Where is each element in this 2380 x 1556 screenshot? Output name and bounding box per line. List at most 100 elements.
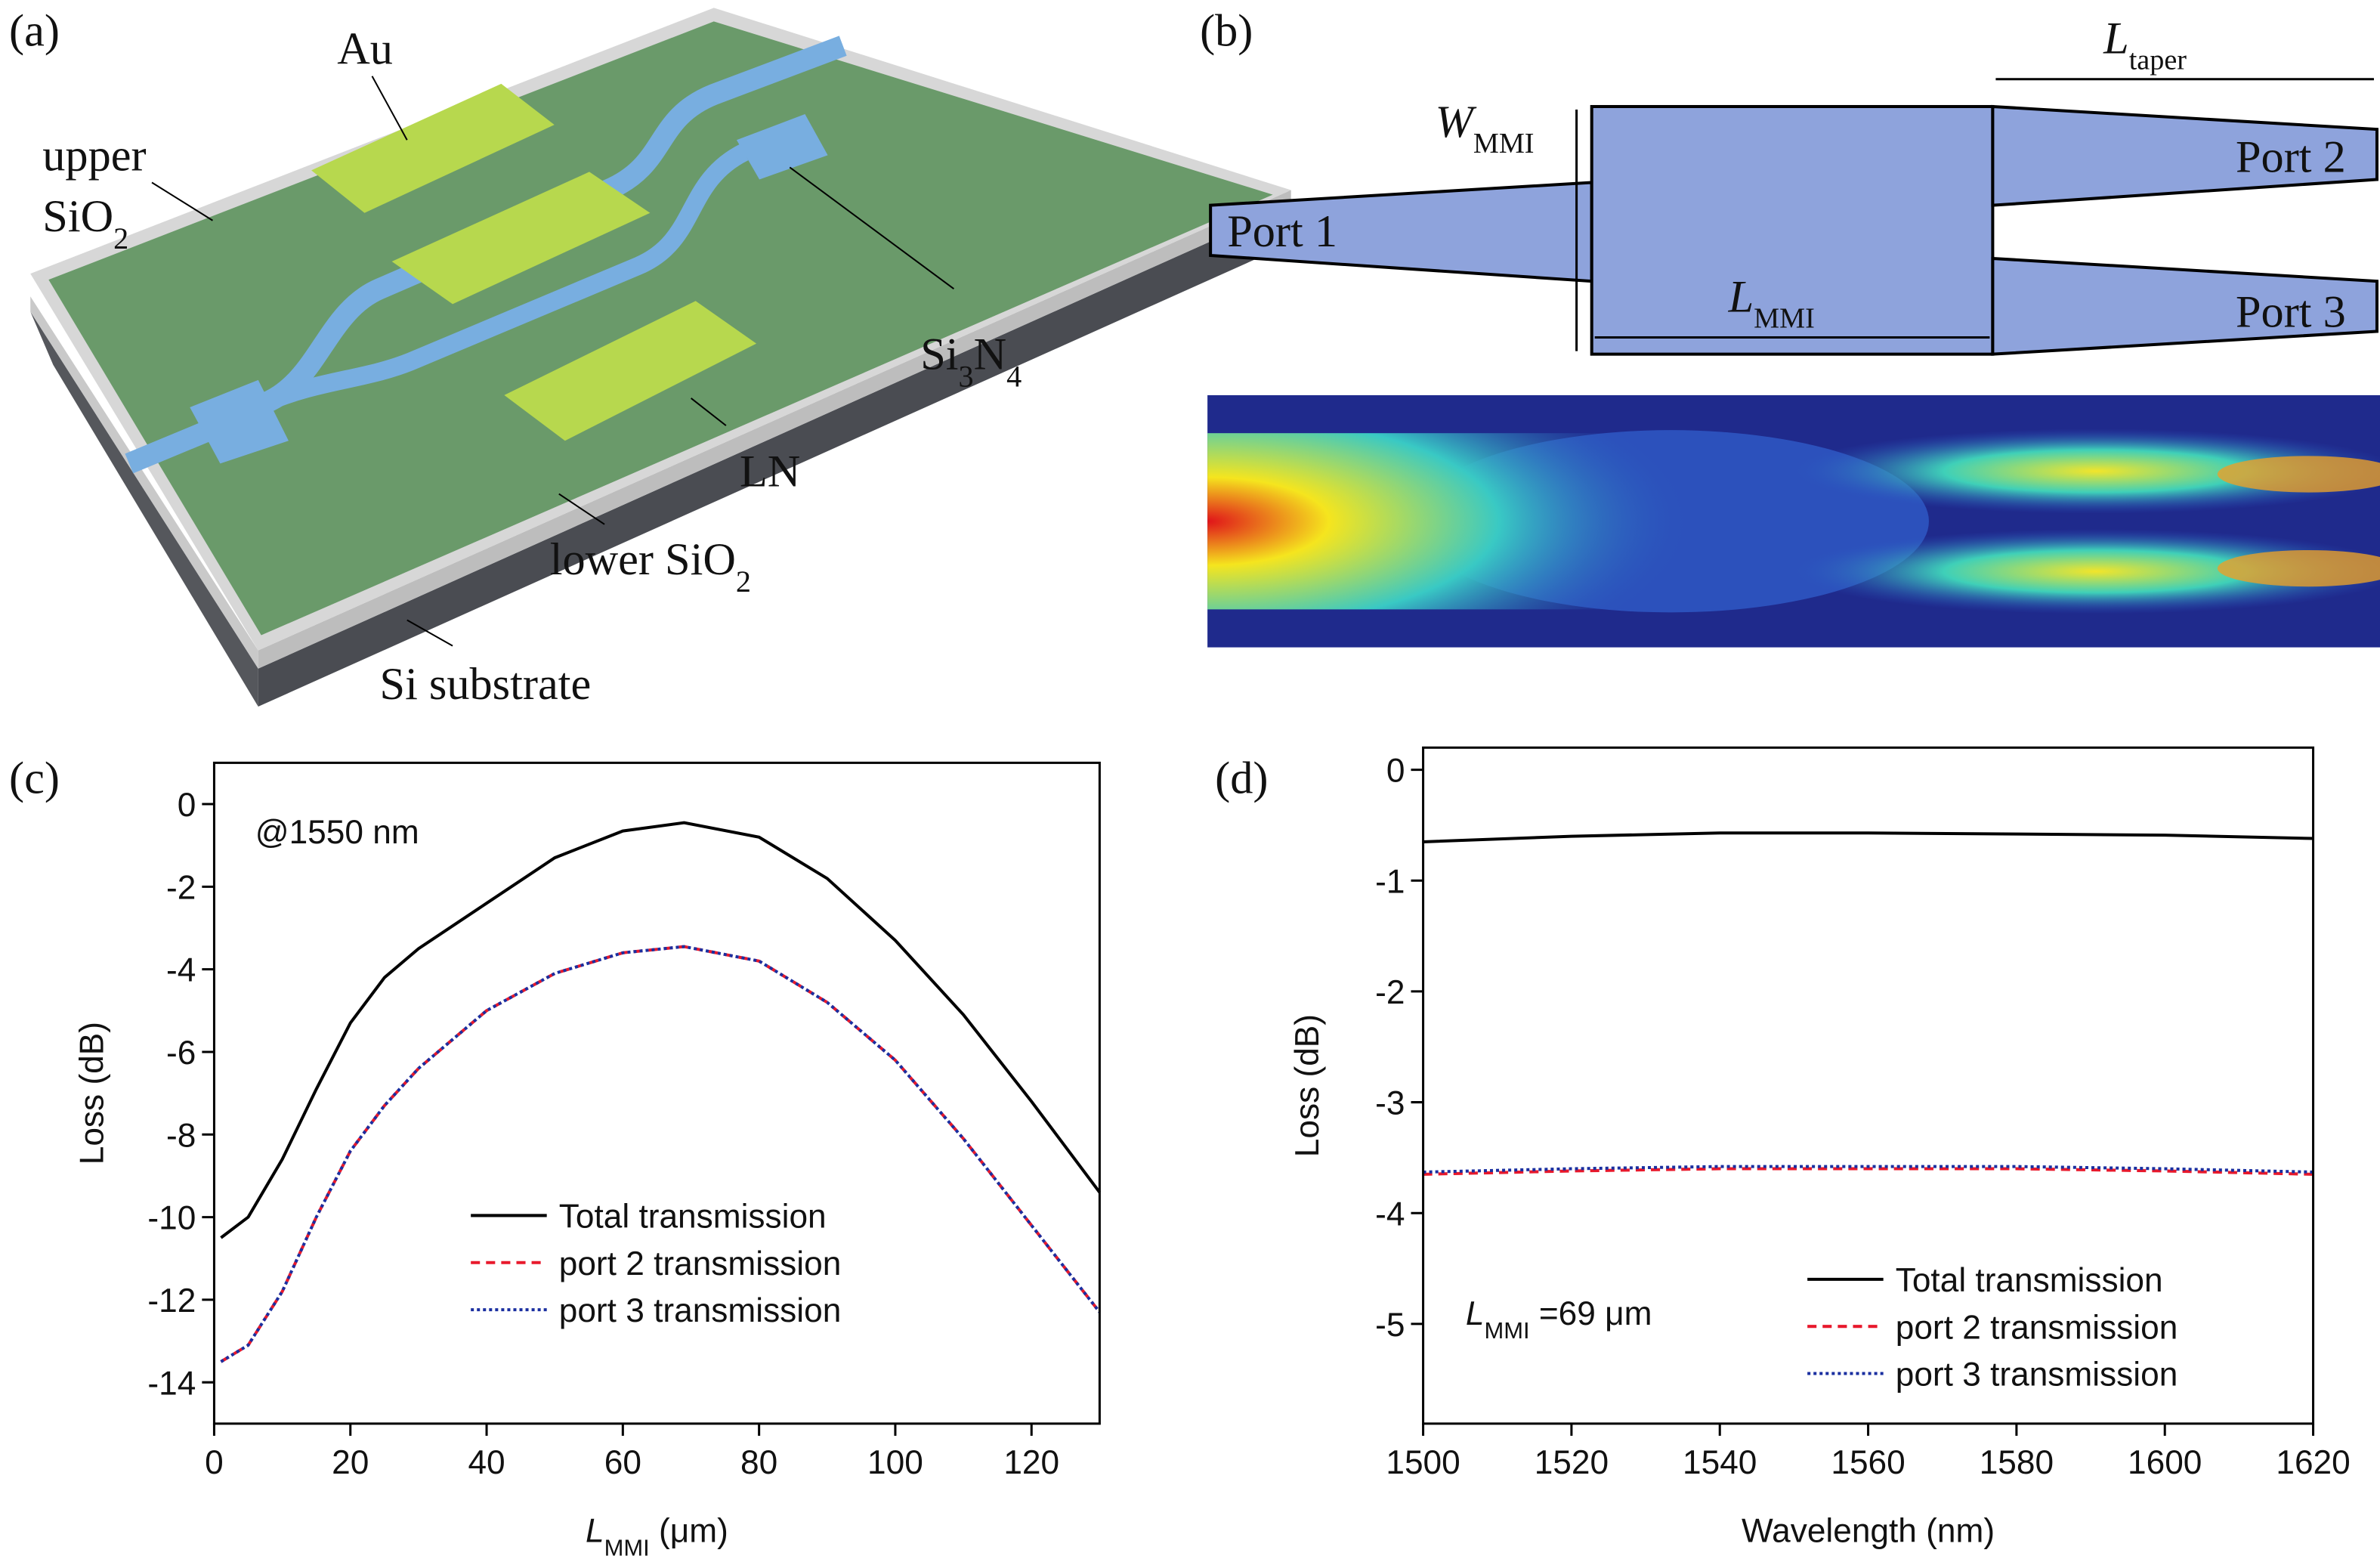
plot-frame bbox=[212, 761, 1101, 1425]
label: LMMI bbox=[1728, 271, 1815, 334]
label: SiO2 bbox=[42, 191, 128, 255]
field bbox=[2217, 549, 2380, 587]
legend-label: port 3 transmission bbox=[559, 1292, 842, 1329]
pointer bbox=[151, 181, 213, 221]
annotation: @1550 nm bbox=[255, 814, 419, 851]
label: Ltaper bbox=[2103, 14, 2187, 76]
pointer bbox=[558, 493, 605, 525]
substrate-left bbox=[30, 311, 258, 707]
panel-label: (c) bbox=[9, 753, 60, 804]
chart: Total transmission port 2 transmission por… bbox=[74, 761, 1102, 1556]
field bbox=[1792, 528, 2380, 614]
electrode bbox=[504, 301, 757, 441]
waveguide bbox=[125, 36, 847, 474]
x-tick-label: 1540 bbox=[1683, 1444, 1757, 1481]
panel-label: (b) bbox=[1200, 6, 1253, 57]
label-sub: 4 bbox=[1006, 359, 1022, 393]
x-tick-label: 1500 bbox=[1386, 1444, 1460, 1481]
panel-label: (d) bbox=[1215, 753, 1268, 804]
label: Si substrate bbox=[380, 659, 592, 710]
series-line bbox=[220, 821, 1102, 1239]
label-part: L bbox=[1728, 271, 1754, 322]
label-part: lower SiO bbox=[550, 534, 736, 585]
field-map bbox=[1207, 394, 2380, 648]
x-axis-label: LMMI (μm) bbox=[586, 1513, 728, 1556]
mmi-schematic bbox=[1209, 78, 2378, 356]
label-sub: 2 bbox=[736, 565, 751, 599]
y-tick-label: -12 bbox=[147, 1282, 196, 1319]
x-tick-label: 1560 bbox=[1831, 1444, 1905, 1481]
label-part: SiO bbox=[42, 191, 113, 242]
label: LN bbox=[740, 447, 800, 497]
label-sub: MMI bbox=[1754, 302, 1815, 334]
label-sub: taper bbox=[2129, 45, 2187, 76]
label-part: N bbox=[974, 329, 1007, 380]
x-tick-label: 60 bbox=[604, 1444, 641, 1481]
label-sub: 2 bbox=[113, 221, 128, 255]
y-tick-label: -6 bbox=[166, 1035, 196, 1072]
legend-label: port 2 transmission bbox=[1896, 1309, 2178, 1346]
field bbox=[1792, 428, 2380, 514]
y-tick-label: -2 bbox=[166, 869, 196, 906]
mmi bbox=[190, 379, 289, 464]
y-axis-label: Loss (dB) bbox=[74, 1022, 111, 1165]
x-tick-label: 0 bbox=[205, 1444, 224, 1481]
y-tick-label: -5 bbox=[1375, 1307, 1405, 1344]
x-tick-label: 20 bbox=[332, 1444, 369, 1481]
x-tick-label: 1620 bbox=[2276, 1444, 2350, 1481]
mmi bbox=[736, 114, 828, 180]
label-part: L bbox=[586, 1513, 604, 1550]
substrate-front bbox=[258, 205, 1291, 707]
label-part: L bbox=[2103, 14, 2129, 64]
y-tick-label: -2 bbox=[1375, 974, 1405, 1011]
label-sub: MMI bbox=[1484, 1317, 1529, 1344]
electrode bbox=[391, 172, 651, 305]
annotation: LMMI =69 μm bbox=[1466, 1295, 1652, 1344]
series-line bbox=[1423, 1165, 2314, 1174]
label-part: (μm) bbox=[650, 1513, 728, 1550]
label-part: =69 μm bbox=[1530, 1295, 1652, 1332]
lower-oxide-left bbox=[30, 296, 258, 669]
y-tick-label: -10 bbox=[147, 1200, 196, 1237]
legend-label: Total transmission bbox=[1896, 1262, 2163, 1299]
electrode bbox=[311, 83, 555, 213]
x-tick-label: 40 bbox=[468, 1444, 505, 1481]
y-tick-label: 0 bbox=[1386, 753, 1405, 790]
label: Au bbox=[337, 24, 393, 75]
series-line bbox=[1423, 831, 2314, 843]
legend-label: Total transmission bbox=[559, 1199, 827, 1236]
x-tick-label: 1520 bbox=[1535, 1444, 1609, 1481]
mmi-labels: WMMI Ltaper Port 1 Port 2 Port 3 LMMI bbox=[1227, 14, 2346, 338]
label-part: W bbox=[1436, 97, 1477, 147]
device-3d: Au upper SiO2 Si3N4 LN lower SiO2 Si sub… bbox=[30, 8, 1291, 710]
x-tick-label: 1600 bbox=[2128, 1444, 2202, 1481]
chart: Total transmission port 2 transmission por… bbox=[1289, 746, 2351, 1550]
series-line bbox=[220, 945, 1101, 1363]
label-sub: MMI bbox=[604, 1534, 650, 1556]
pointer bbox=[691, 398, 727, 426]
port-taper bbox=[1991, 256, 2378, 356]
label: Si3N4 bbox=[920, 329, 1022, 393]
legend-label: port 2 transmission bbox=[559, 1245, 842, 1282]
pointer bbox=[789, 166, 955, 290]
y-tick-label: -4 bbox=[1375, 1196, 1405, 1233]
label-part: L bbox=[1466, 1295, 1485, 1332]
pointer bbox=[406, 619, 453, 647]
pointer bbox=[371, 76, 408, 141]
label-sub: 3 bbox=[958, 359, 973, 393]
y-tick-label: -14 bbox=[147, 1365, 196, 1402]
x-axis-label: Wavelength (nm) bbox=[1742, 1513, 1995, 1550]
label: Port 3 bbox=[2236, 286, 2346, 337]
label: WMMI bbox=[1436, 97, 1535, 159]
legend-label: port 3 transmission bbox=[1896, 1356, 2178, 1394]
label-part: Si bbox=[920, 329, 958, 380]
y-tick-label: -1 bbox=[1375, 863, 1405, 900]
panel-label: (a) bbox=[9, 6, 60, 57]
label: Port 1 bbox=[1227, 206, 1337, 257]
y-tick-label: -8 bbox=[166, 1117, 196, 1154]
label: upper bbox=[42, 130, 146, 181]
y-tick-label: -3 bbox=[1375, 1085, 1405, 1122]
